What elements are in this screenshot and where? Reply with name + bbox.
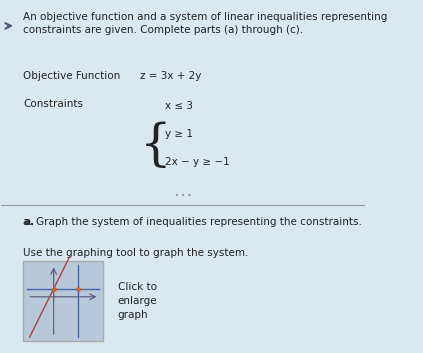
- Text: a. Graph the system of inequalities representing the constraints.: a. Graph the system of inequalities repr…: [23, 217, 362, 227]
- Text: z = 3x + 2y: z = 3x + 2y: [140, 71, 201, 82]
- Text: Objective Function: Objective Function: [23, 71, 121, 82]
- Text: An objective function and a system of linear inequalities representing
constrain: An objective function and a system of li…: [23, 12, 387, 35]
- Text: x ≤ 3: x ≤ 3: [165, 101, 193, 111]
- Text: • • •: • • •: [175, 193, 192, 199]
- Text: 2x − y ≥ −1: 2x − y ≥ −1: [165, 157, 230, 167]
- Text: y ≥ 1: y ≥ 1: [165, 129, 193, 139]
- Text: {: {: [140, 122, 171, 172]
- FancyBboxPatch shape: [23, 261, 103, 341]
- Text: a.: a.: [23, 217, 34, 227]
- Text: Use the graphing tool to graph the system.: Use the graphing tool to graph the syste…: [23, 248, 249, 258]
- Text: Click to
enlarge
graph: Click to enlarge graph: [118, 282, 157, 320]
- Text: Constraints: Constraints: [23, 100, 83, 109]
